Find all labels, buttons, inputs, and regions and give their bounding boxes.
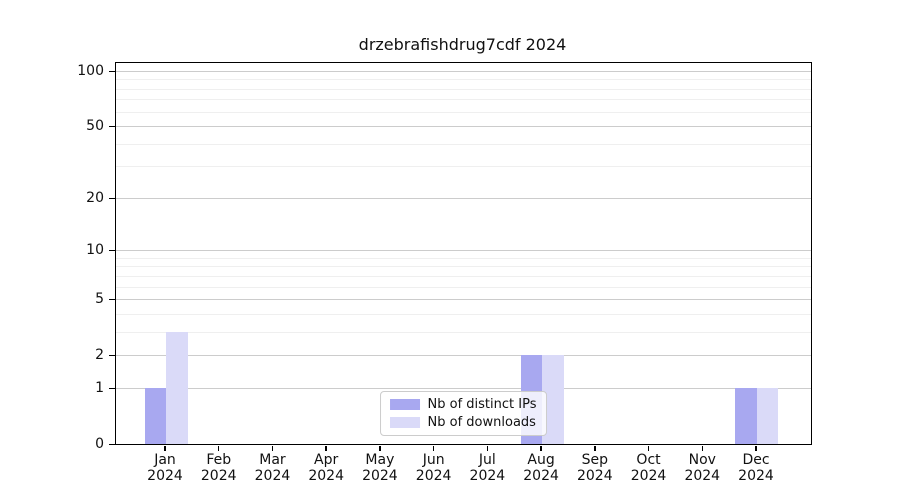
x-tick-label: Dec 2024	[738, 452, 774, 484]
x-tick-label: Mar 2024	[254, 452, 291, 484]
minor-gridline	[116, 79, 811, 81]
x-tick-mark	[379, 446, 381, 451]
x-tick-mark	[486, 446, 489, 451]
x-tick-label: Nov 2024	[684, 452, 721, 484]
minor-gridline	[116, 286, 811, 288]
x-tick-label: Jun 2024	[415, 452, 452, 484]
minor-gridline	[116, 166, 811, 168]
legend-label-distinct-ips: Nb of distinct IPs	[427, 397, 537, 412]
y-tick-label: 10	[86, 242, 104, 259]
major-gridline	[116, 197, 811, 199]
y-tick-mark	[109, 354, 115, 357]
minor-gridline	[116, 275, 811, 277]
y-tick-label: 2	[95, 347, 104, 364]
x-tick-mark	[594, 446, 596, 451]
legend-entry-downloads: Nb of downloads	[389, 415, 537, 430]
x-tick-mark	[325, 446, 327, 451]
bar-downloads	[756, 387, 779, 444]
minor-gridline	[116, 88, 811, 90]
minor-gridline	[116, 99, 811, 101]
x-tick-label: Jan 2024	[147, 452, 183, 484]
x-tick-mark	[271, 446, 274, 451]
x-tick-mark	[540, 446, 542, 451]
minor-gridline	[116, 331, 811, 333]
bar-distinct-ips	[735, 387, 757, 444]
legend: Nb of distinct IPs Nb of downloads	[379, 391, 548, 436]
x-tick-mark	[217, 446, 220, 451]
y-tick-label: 100	[77, 62, 104, 79]
x-tick-label: Apr 2024	[308, 452, 344, 484]
y-tick-label: 1	[95, 379, 104, 396]
major-gridline	[116, 126, 811, 128]
minor-gridline	[116, 257, 811, 259]
major-gridline	[116, 387, 811, 389]
major-gridline	[116, 250, 811, 252]
major-gridline	[116, 299, 811, 301]
x-tick-label: May 2024	[362, 452, 398, 484]
minor-gridline	[116, 313, 811, 315]
y-tick-mark	[109, 125, 115, 128]
major-gridline	[116, 355, 811, 357]
y-tick-mark	[109, 197, 115, 200]
x-tick-label: Jul 2024	[469, 452, 506, 484]
bar-downloads	[166, 331, 188, 444]
minor-gridline	[116, 266, 811, 268]
y-tick-mark	[109, 298, 115, 301]
y-tick-mark	[109, 70, 115, 73]
y-tick-label: 20	[86, 189, 104, 206]
x-tick-mark	[701, 446, 704, 451]
y-tick-mark	[109, 387, 115, 390]
x-tick-mark	[755, 446, 757, 451]
major-gridline	[116, 70, 811, 72]
legend-swatch-downloads	[389, 417, 420, 428]
y-tick-label: 50	[86, 118, 104, 135]
x-tick-label: Oct 2024	[630, 452, 667, 484]
x-tick-label: Sep 2024	[576, 452, 613, 484]
y-tick-label: 0	[95, 436, 104, 452]
y-tick-mark	[109, 443, 115, 446]
legend-swatch-distinct-ips	[389, 399, 420, 410]
minor-gridline	[116, 111, 811, 113]
x-tick-mark	[164, 446, 166, 451]
y-tick-label: 5	[95, 291, 104, 308]
legend-entry-distinct-ips: Nb of distinct IPs	[389, 397, 537, 412]
chart-title: drzebrafishdrug7cdf 2024	[358, 35, 567, 54]
plot-area: Nb of distinct IPs Nb of downloads	[115, 62, 812, 445]
legend-label-downloads: Nb of downloads	[427, 415, 536, 430]
y-tick-mark	[109, 249, 115, 252]
x-tick-mark	[432, 446, 435, 451]
x-tick-label: Aug 2024	[523, 452, 559, 484]
x-tick-label: Feb 2024	[200, 452, 237, 484]
minor-gridline	[116, 143, 811, 145]
bar-distinct-ips	[144, 387, 166, 444]
x-tick-mark	[647, 446, 650, 451]
